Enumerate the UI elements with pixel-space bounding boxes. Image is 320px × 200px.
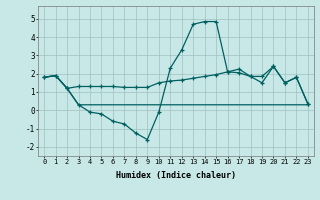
X-axis label: Humidex (Indice chaleur): Humidex (Indice chaleur) bbox=[116, 171, 236, 180]
